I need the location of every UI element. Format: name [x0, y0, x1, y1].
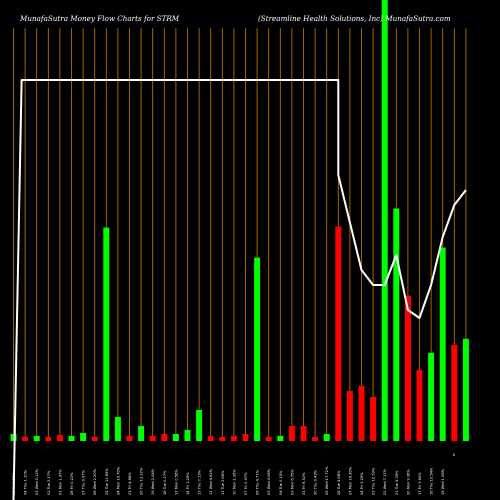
x-tick-label: 21 Fri 4.88%: [128, 472, 132, 495]
x-tick-label: 05 Wed 4.08%: [267, 468, 271, 495]
x-tick-label: 31 Fri 6.52%: [302, 472, 306, 495]
bar: [33, 435, 40, 441]
bar: [381, 0, 388, 441]
bar: [462, 338, 469, 441]
x-tick-label: 18 Tue 0.27%: [163, 470, 167, 495]
bar: [68, 435, 75, 441]
bar: [22, 436, 29, 441]
bar: [196, 409, 203, 441]
bar: [149, 435, 156, 441]
x-tick-label: 24 Fri 3.25%: [360, 472, 364, 495]
line-series: [12, 79, 467, 500]
x-tick-label: 20 Mon 9.36%: [406, 469, 410, 495]
bar: [126, 435, 133, 441]
bar: [451, 344, 458, 441]
x-tick-label: 15 Wed 1.08%: [441, 468, 445, 495]
x-tick-label: 22 Wed 7.17%: [383, 468, 387, 495]
bar: [45, 436, 52, 441]
x-tick-label: 03 Wed 0.12%: [35, 468, 39, 495]
x-tick-label: 17 Mon 0.56%: [174, 469, 178, 495]
bar: [103, 227, 110, 441]
x-tick-label: 28 Tue 4.68%: [337, 470, 341, 495]
bar: [184, 429, 191, 441]
bar: [91, 436, 98, 441]
x-tick-label: 30 Thu 0.43%: [314, 469, 318, 495]
bar: [346, 390, 353, 441]
bar: [161, 433, 168, 441]
x-tick-label: 21 Tue 5.36%: [395, 470, 399, 495]
x-tick-label: 24 Mon 19.76%: [116, 466, 120, 495]
x-tick-label: 04 Tue 0.15%: [279, 470, 283, 495]
x-tick-label: 25 Tue 11.69%: [105, 468, 109, 495]
x-tick-label: 12 Wed 4.62%: [209, 468, 213, 495]
bar: [56, 434, 63, 441]
bar: [242, 433, 249, 441]
chart-title: MunafaSutra Money Flow Charts for STRM: [19, 14, 180, 23]
x-tick-label: 29 Wed 17.72%: [325, 466, 329, 495]
x-tick-label: 04 Thu 1.10%: [24, 469, 28, 495]
bar: [172, 433, 179, 441]
bar: [277, 435, 284, 441]
x-tick-label: 03 Fri 0.23%: [12, 472, 16, 495]
x-tick-labels: 03 Fri 0.23% 04 Thu 1.10% 03 Wed 0.12% 02 T…: [12, 453, 455, 495]
chart-subtitle: (Streamline Health Solutions, Inc) Munaf…: [258, 14, 451, 23]
x-tick-label: 17 Fri 7.60%: [418, 472, 422, 495]
bar: [219, 436, 226, 441]
x-tick-label: 03 Mon 6.75%: [290, 469, 294, 495]
bar: [207, 435, 214, 441]
x-tick-label: 11 Tue 2.66%: [221, 470, 225, 495]
x-tick-label: 27 Thu 0.97%: [82, 469, 86, 495]
x-tick-label: 02 Tue 2.17%: [47, 470, 51, 495]
x-tick-label: 20 Thu 13.22%: [140, 467, 144, 495]
bar: [312, 436, 319, 441]
bar: [370, 396, 377, 441]
x-tick-label: 14 Fri 1.25%: [186, 472, 190, 495]
bar: [288, 425, 295, 441]
x-tick-label: 23 Thu 10.53%: [372, 467, 376, 495]
bar: [358, 385, 365, 441]
x-tick-label: 28 Fri 0.22%: [70, 472, 74, 495]
bar: [393, 208, 400, 441]
x-tick-label: 19 Wed 2.04%: [151, 468, 155, 495]
money-flow-line: [12, 79, 467, 500]
currency-marker: $: [453, 453, 455, 457]
x-tick-label: 10 Mon 2.35%: [232, 469, 236, 495]
x-tick-label: 06 Thu 4.71%: [256, 469, 260, 495]
bar: [323, 433, 330, 441]
x-tick-label: 01 Mon 1.97%: [58, 469, 62, 495]
bar: [416, 369, 423, 441]
bar: [10, 433, 17, 441]
x-tick-label: 27 Mon 16.36%: [348, 466, 352, 495]
bar: [428, 352, 435, 441]
bar: [300, 425, 307, 441]
x-tick-label: 26 Wed 2.20%: [93, 468, 97, 495]
bar: [80, 432, 87, 441]
bar: [335, 226, 342, 441]
bar: [439, 247, 446, 441]
x-tick-label: 16 Thu 10.54%: [430, 467, 434, 495]
bar: [404, 295, 411, 441]
bar: [265, 436, 272, 441]
bar: [138, 425, 145, 441]
x-tick-label: 07 Fri 0.97%: [244, 472, 248, 495]
bar-series: [10, 0, 469, 441]
bar: [114, 416, 121, 441]
x-tick-label: 13 Thu 7.13%: [198, 469, 202, 495]
bar: [230, 435, 237, 441]
bar: [254, 257, 261, 441]
